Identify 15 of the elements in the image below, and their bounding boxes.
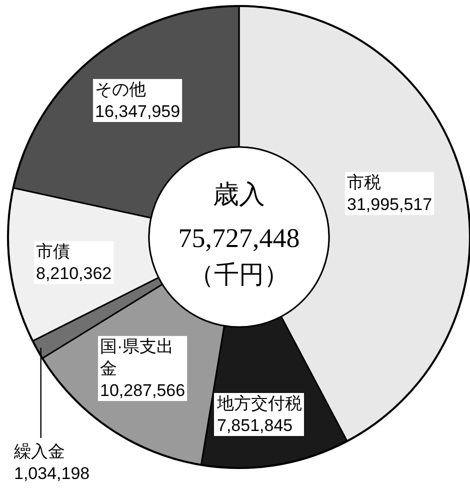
slice-label: 繰入金 <box>13 442 65 461</box>
data-label: 1,034,198 <box>14 464 90 483</box>
data-label: 10,287,566 <box>100 381 186 400</box>
data-label: 31,995,517 <box>347 195 432 214</box>
slice-label: 地方交付税 <box>216 394 302 413</box>
data-label: 7,851,845 <box>217 416 293 435</box>
text: 歳入 <box>213 180 265 209</box>
text: 75,727,448 <box>178 223 300 253</box>
data-label: 16,347,959 <box>95 102 180 121</box>
slice-label: 市債 <box>36 242 70 261</box>
slice-label: 国·県支出金 <box>100 337 174 378</box>
slice-label: 市税 <box>347 173 381 192</box>
text: （千円） <box>189 262 289 289</box>
data-label: 8,210,362 <box>36 264 112 283</box>
slice-label: その他 <box>95 80 146 99</box>
